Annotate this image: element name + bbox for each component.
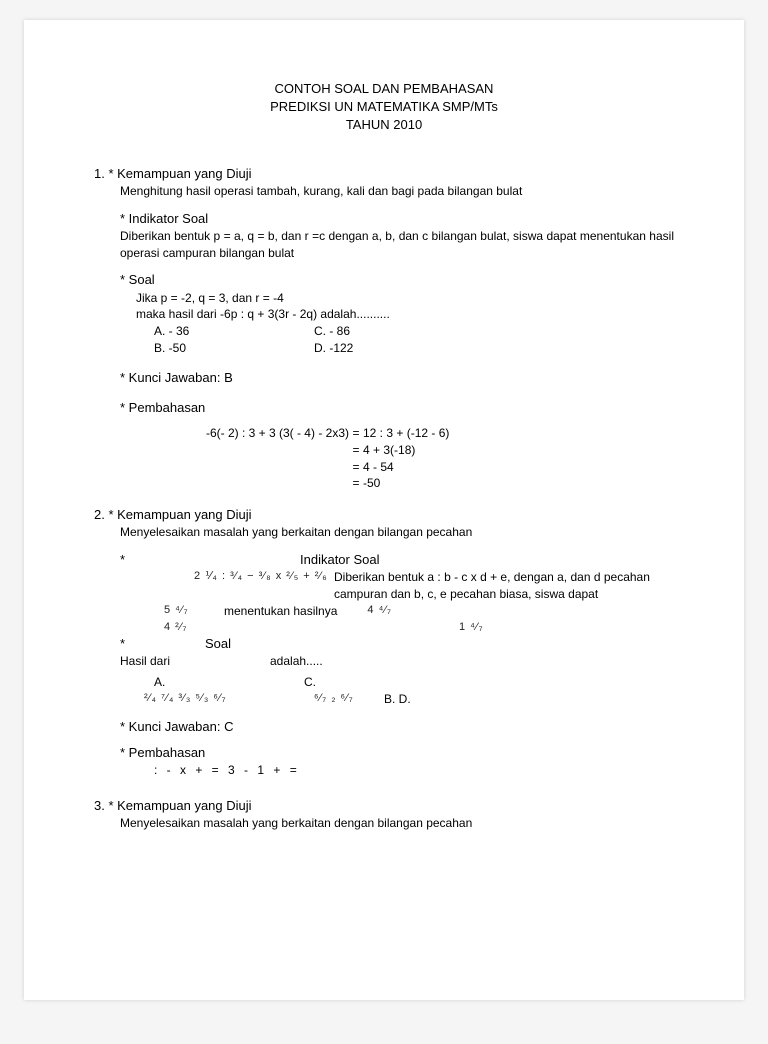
q3-heading: 3. * Kemampuan yang Diuji (94, 797, 674, 815)
q1-option-d: D. -122 (314, 340, 474, 357)
q1-option-a: A. - 36 (154, 323, 314, 340)
q2-frag-b2: ⁶⁄₇ ₂ ⁶⁄₇ (314, 691, 384, 708)
q2-heading: 2. * Kemampuan yang Diuji (94, 506, 674, 524)
q2-frag-b1: ²⁄₄ ⁷⁄₄ ³⁄₃ ⁵⁄₃ ⁶⁄₇ (144, 691, 314, 708)
q2-pembahasan-label: * Pembahasan (120, 744, 674, 762)
title-block: CONTOH SOAL DAN PEMBAHASAN PREDIKSI UN M… (94, 80, 674, 135)
q2-frag-left2: 4 ²⁄₇ (164, 620, 224, 635)
q1-option-c: C. - 86 (314, 323, 474, 340)
q2-frag-top: 2 ⅟₄ : ³⁄₄ − ³⁄₈ x ²⁄₅ + ²⁄₆ (194, 569, 334, 586)
q2-soal-tail: adalah..... (270, 653, 323, 670)
eq-sign: = (349, 442, 363, 459)
q1-soal-label: * Soal (120, 271, 674, 289)
q1-kemampuan: Menghitung hasil operasi tambah, kurang,… (120, 183, 674, 200)
q3-kemampuan: Menyelesaikan masalah yang berkaitan den… (120, 815, 674, 832)
eq-sign: = (349, 475, 363, 492)
q1-soal-line1: Jika p = -2, q = 3, dan r = -4 (136, 290, 674, 307)
q2-frag-right1: 4 ⁴⁄₇ (367, 603, 392, 620)
q2-indikator-label: Indikator Soal (300, 551, 380, 569)
q1-work4: -50 (363, 475, 380, 492)
q2-option-c: C. (304, 674, 316, 691)
title-line-1: CONTOH SOAL DAN PEMBAHASAN (94, 80, 674, 98)
q2-ind-text1: Diberikan bentuk a : b - c x d + e, deng… (334, 569, 674, 586)
q2-soal-label: Soal (205, 635, 231, 653)
q2-frag-left1: 5 ⁴⁄₇ (164, 603, 224, 620)
q2-kemampuan: Menyelesaikan masalah yang berkaitan den… (120, 524, 674, 541)
title-line-3: TAHUN 2010 (94, 116, 674, 134)
q1-pembahasan-label: * Pembahasan (120, 399, 674, 417)
q1-options: A. - 36 B. -50 C. - 86 D. -122 (154, 323, 674, 357)
q1-option-b: B. -50 (154, 340, 314, 357)
eq-sign: = (349, 459, 363, 476)
q1-indikator-text: Diberikan bentuk p = a, q = b, dan r =c … (120, 228, 674, 262)
eq-sign: = (349, 425, 363, 442)
q2-frag-right2: 1 ⁴⁄₇ (459, 620, 484, 635)
q1-work-lhs: -6(- 2) : 3 + 3 (3( - 4) - 2x3) (174, 425, 349, 442)
q2-star: * (120, 551, 300, 569)
title-line-2: PREDIKSI UN MATEMATIKA SMP/MTs (94, 98, 674, 116)
q2-star2: * (120, 635, 205, 653)
q2-kunci: * Kunci Jawaban: C (120, 718, 674, 736)
document-page: CONTOH SOAL DAN PEMBAHASAN PREDIKSI UN M… (24, 20, 744, 1000)
q1-kunci: * Kunci Jawaban: B (120, 369, 674, 387)
q2-ind-text2: campuran dan b, c, e pecahan biasa, sisw… (334, 586, 674, 603)
q2-soal-line: Hasil dari (120, 653, 270, 670)
q2-ind-text3: menentukan hasilnya (224, 603, 337, 620)
q2-option-bd: B. D. (384, 691, 411, 708)
q1-work3: 4 - 54 (363, 459, 394, 476)
q1-indikator-label: * Indikator Soal (120, 210, 674, 228)
q2-option-a: A. (154, 674, 304, 691)
q2-pemb-work: : - x + = 3 - 1 + = (154, 762, 674, 779)
q1-work1: 12 : 3 + (-12 - 6) (363, 425, 449, 442)
q1-heading: 1. * Kemampuan yang Diuji (94, 165, 674, 183)
q1-work: -6(- 2) : 3 + 3 (3( - 4) - 2x3) = 12 : 3… (174, 425, 674, 492)
q1-soal-line2: maka hasil dari -6p : q + 3(3r - 2q) ada… (136, 306, 674, 323)
q1-work2: 4 + 3(-18) (363, 442, 415, 459)
